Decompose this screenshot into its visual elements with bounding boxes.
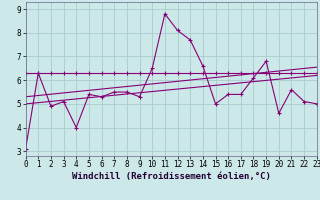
- X-axis label: Windchill (Refroidissement éolien,°C): Windchill (Refroidissement éolien,°C): [72, 172, 271, 181]
